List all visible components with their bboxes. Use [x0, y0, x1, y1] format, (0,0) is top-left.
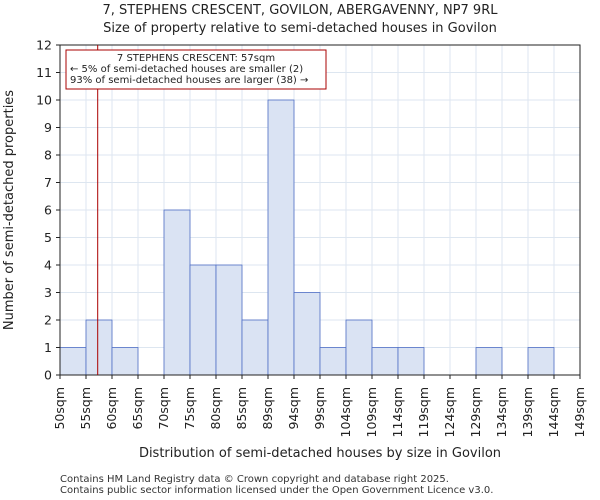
annotation-line-1: 7 STEPHENS CRESCENT: 57sqm [117, 53, 275, 64]
histogram-bar-50sqm [59, 347, 87, 376]
histogram-bar-60sqm [111, 347, 139, 376]
y-tick-label: 7 [44, 175, 52, 190]
y-tick-label: 1 [44, 340, 52, 355]
histogram-bar-114sqm [397, 347, 425, 376]
x-tick-label: 149sqm [572, 387, 587, 437]
x-tick-label: 85sqm [234, 387, 249, 430]
histogram-bar-139sqm [527, 347, 555, 376]
x-tick-label: 114sqm [390, 387, 405, 437]
histogram-bar-94sqm [293, 292, 321, 376]
x-tick-label: 55sqm [78, 387, 93, 430]
attribution-line-2: Contains public sector information licen… [60, 485, 494, 496]
histogram-bar-89sqm [267, 99, 295, 376]
histogram-bar-80sqm [215, 264, 243, 376]
y-tick-label: 6 [44, 203, 52, 218]
x-tick-label: 134sqm [494, 387, 509, 437]
x-tick-label: 80sqm [208, 387, 223, 430]
annotation-box: 7 STEPHENS CRESCENT: 57sqm ← 5% of semi-… [65, 49, 327, 90]
histogram-bar-109sqm [371, 347, 399, 376]
x-tick-label: 89sqm [260, 387, 275, 430]
annotation-frame [65, 49, 327, 90]
y-axis-label: Number of semi-detached properties [2, 90, 17, 330]
y-tick-label: 8 [44, 148, 52, 163]
attribution-footer: Contains HM Land Registry data © Crown c… [60, 474, 493, 496]
x-tick-label: 139sqm [520, 387, 535, 437]
histogram-bar-55sqm [85, 319, 113, 376]
x-tick-label: 144sqm [546, 387, 561, 437]
bars-layer [59, 99, 555, 376]
x-tick-label: 60sqm [104, 387, 119, 430]
x-tick-label: 109sqm [364, 387, 379, 437]
y-tick-label: 9 [44, 120, 52, 135]
annotation-line-2: ← 5% of semi-detached houses are smaller… [70, 64, 303, 75]
y-tick-label: 5 [44, 230, 52, 245]
histogram-bar-75sqm [189, 264, 217, 376]
histogram-bar-70sqm [163, 209, 191, 376]
x-tick-label: 50sqm [52, 387, 67, 430]
x-tick-label: 94sqm [286, 387, 301, 430]
y-tick-label: 10 [36, 93, 52, 108]
y-tick-label: 11 [36, 65, 52, 80]
attribution-line-1: Contains HM Land Registry data © Crown c… [60, 474, 449, 485]
x-tick-label: 124sqm [442, 387, 457, 437]
histogram-bar-99sqm [319, 347, 347, 376]
x-tick-label: 65sqm [130, 387, 145, 430]
x-axis-ticks: 50sqm 55sqm 60sqm 65sqm 70sqm 75sqm 80sqm 85sqm… [52, 375, 587, 437]
x-tick-label: 129sqm [468, 387, 483, 437]
x-tick-label: 75sqm [182, 387, 197, 430]
x-axis-label: Distribution of semi-detached houses by … [139, 446, 501, 461]
y-tick-label: 0 [44, 368, 52, 383]
histogram-bar-85sqm [241, 319, 269, 376]
y-tick-label: 4 [44, 258, 52, 273]
histogram-bar-129sqm [475, 347, 503, 376]
x-tick-label: 99sqm [312, 387, 327, 430]
chart-title-block: 7, STEPHENS CRESCENT, GOVILON, ABERGAVEN… [0, 2, 600, 38]
x-tick-label: 119sqm [416, 387, 431, 437]
y-tick-label: 2 [44, 313, 52, 328]
x-tick-label: 104sqm [338, 387, 353, 437]
chart-title-address: 7, STEPHENS CRESCENT, GOVILON, ABERGAVEN… [102, 3, 498, 18]
y-tick-label: 12 [36, 38, 52, 53]
histogram-bar-104sqm [345, 319, 373, 376]
chart-title-subtitle: Size of property relative to semi-detach… [103, 21, 497, 36]
x-tick-label: 70sqm [156, 387, 171, 430]
y-tick-label: 3 [44, 285, 52, 300]
annotation-line-3: 93% of semi-detached houses are larger (… [70, 75, 308, 86]
